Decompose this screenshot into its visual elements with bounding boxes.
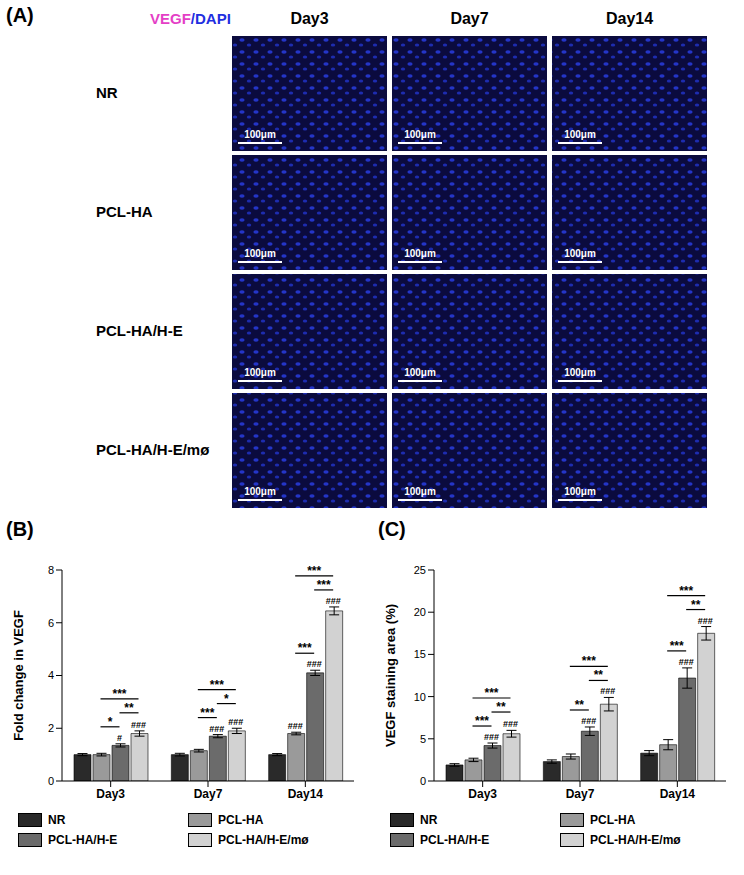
svg-text:100μm: 100μm — [404, 129, 436, 140]
svg-text:**: ** — [124, 701, 134, 715]
svg-text:###: ### — [326, 596, 341, 606]
svg-text:100μm: 100μm — [404, 486, 436, 497]
svg-text:5: 5 — [420, 733, 426, 745]
svg-text:VEGF staining area (%): VEGF staining area (%) — [383, 604, 398, 747]
svg-text:20: 20 — [414, 606, 426, 618]
html-text:(B): (B) — [6, 518, 34, 540]
svg-text:Day3: Day3 — [468, 787, 497, 801]
svg-text:###: ### — [288, 721, 303, 731]
svg-text:***: *** — [200, 706, 214, 720]
svg-text:*: * — [108, 715, 113, 729]
svg-text:8: 8 — [48, 564, 54, 576]
svg-text:***: *** — [112, 687, 126, 701]
svg-text:15: 15 — [414, 648, 426, 660]
svg-text:###: ### — [581, 716, 596, 726]
svg-text:###: ### — [307, 659, 322, 669]
html-text:Day3: Day3 — [290, 10, 329, 27]
svg-text:***: *** — [670, 639, 684, 653]
svg-text:Day14: Day14 — [660, 787, 696, 801]
svg-text:100μm: 100μm — [244, 367, 276, 378]
svg-text:Day14: Day14 — [288, 787, 324, 801]
svg-text:Fold change in VEGF: Fold change in VEGF — [11, 610, 26, 741]
svg-text:#: # — [117, 733, 122, 743]
svg-text:Day7: Day7 — [566, 787, 595, 801]
html-text:PCL-HA/H-E/mø: PCL-HA/H-E/mø — [590, 833, 681, 847]
html-text:PCL-HA: PCL-HA — [218, 813, 264, 827]
svg-text:2: 2 — [48, 722, 54, 734]
svg-text:###: ### — [209, 724, 224, 734]
svg-text:***: *** — [484, 686, 498, 700]
html-text:NR: NR — [96, 83, 118, 101]
svg-text:***: *** — [317, 578, 331, 592]
html-text:PCL-HA/H-E/mø: PCL-HA/H-E/mø — [96, 440, 210, 458]
html-text:PCL-HA: PCL-HA — [590, 813, 636, 827]
svg-text:100μm: 100μm — [404, 367, 436, 378]
html-text:Day7: Day7 — [450, 10, 489, 27]
svg-text:***: *** — [475, 714, 489, 728]
svg-text:0: 0 — [420, 775, 426, 787]
svg-text:**: ** — [594, 668, 604, 682]
svg-text:###: ### — [600, 686, 615, 696]
svg-text:***: *** — [210, 678, 224, 692]
svg-text:**: ** — [575, 698, 585, 712]
html-text:PCL-HA/H-E: PCL-HA/H-E — [420, 833, 490, 847]
svg-text:10: 10 — [414, 691, 426, 703]
svg-text:###: ### — [698, 616, 713, 626]
svg-text:100μm: 100μm — [564, 129, 596, 140]
svg-text:###: ### — [484, 732, 499, 742]
svg-text:0: 0 — [48, 775, 54, 787]
html-text:PCL-HA/H-E: PCL-HA/H-E — [48, 833, 118, 847]
svg-text:100μm: 100μm — [244, 486, 276, 497]
svg-text:###: ### — [503, 719, 518, 729]
svg-text:Day7: Day7 — [194, 787, 223, 801]
html-text:NR: NR — [420, 813, 438, 827]
html-text:Day14: Day14 — [605, 10, 654, 27]
svg-text:4: 4 — [48, 669, 54, 681]
svg-text:***: *** — [582, 654, 596, 668]
svg-text:100μm: 100μm — [244, 248, 276, 259]
html-text:(C): (C) — [378, 518, 406, 540]
svg-text:6: 6 — [48, 617, 54, 629]
svg-text:100μm: 100μm — [564, 248, 596, 259]
html-text:PCL-HA/H-E: PCL-HA/H-E — [96, 321, 183, 339]
html-text:NR: NR — [48, 813, 66, 827]
svg-text:100μm: 100μm — [244, 129, 276, 140]
svg-text:###: ### — [228, 717, 243, 727]
svg-text:100μm: 100μm — [564, 486, 596, 497]
svg-text:**: ** — [691, 598, 701, 612]
svg-text:**: ** — [496, 700, 506, 714]
svg-text:100μm: 100μm — [404, 248, 436, 259]
svg-text:25: 25 — [414, 564, 426, 576]
svg-text:###: ### — [679, 657, 694, 667]
svg-text:*: * — [224, 692, 229, 706]
svg-text:***: *** — [298, 641, 312, 655]
html-text:PCL-HA/H-E/mø: PCL-HA/H-E/mø — [218, 833, 309, 847]
svg-text:***: *** — [307, 564, 321, 578]
html-text:VEGF /DAPI: VEGF /DAPI — [150, 10, 231, 27]
svg-text:***: *** — [679, 584, 693, 598]
html-text:(A): (A) — [6, 4, 34, 26]
svg-text:100μm: 100μm — [564, 367, 596, 378]
svg-text:Day3: Day3 — [96, 787, 125, 801]
svg-text:###: ### — [131, 720, 146, 730]
html-text:PCL-HA: PCL-HA — [96, 202, 153, 220]
